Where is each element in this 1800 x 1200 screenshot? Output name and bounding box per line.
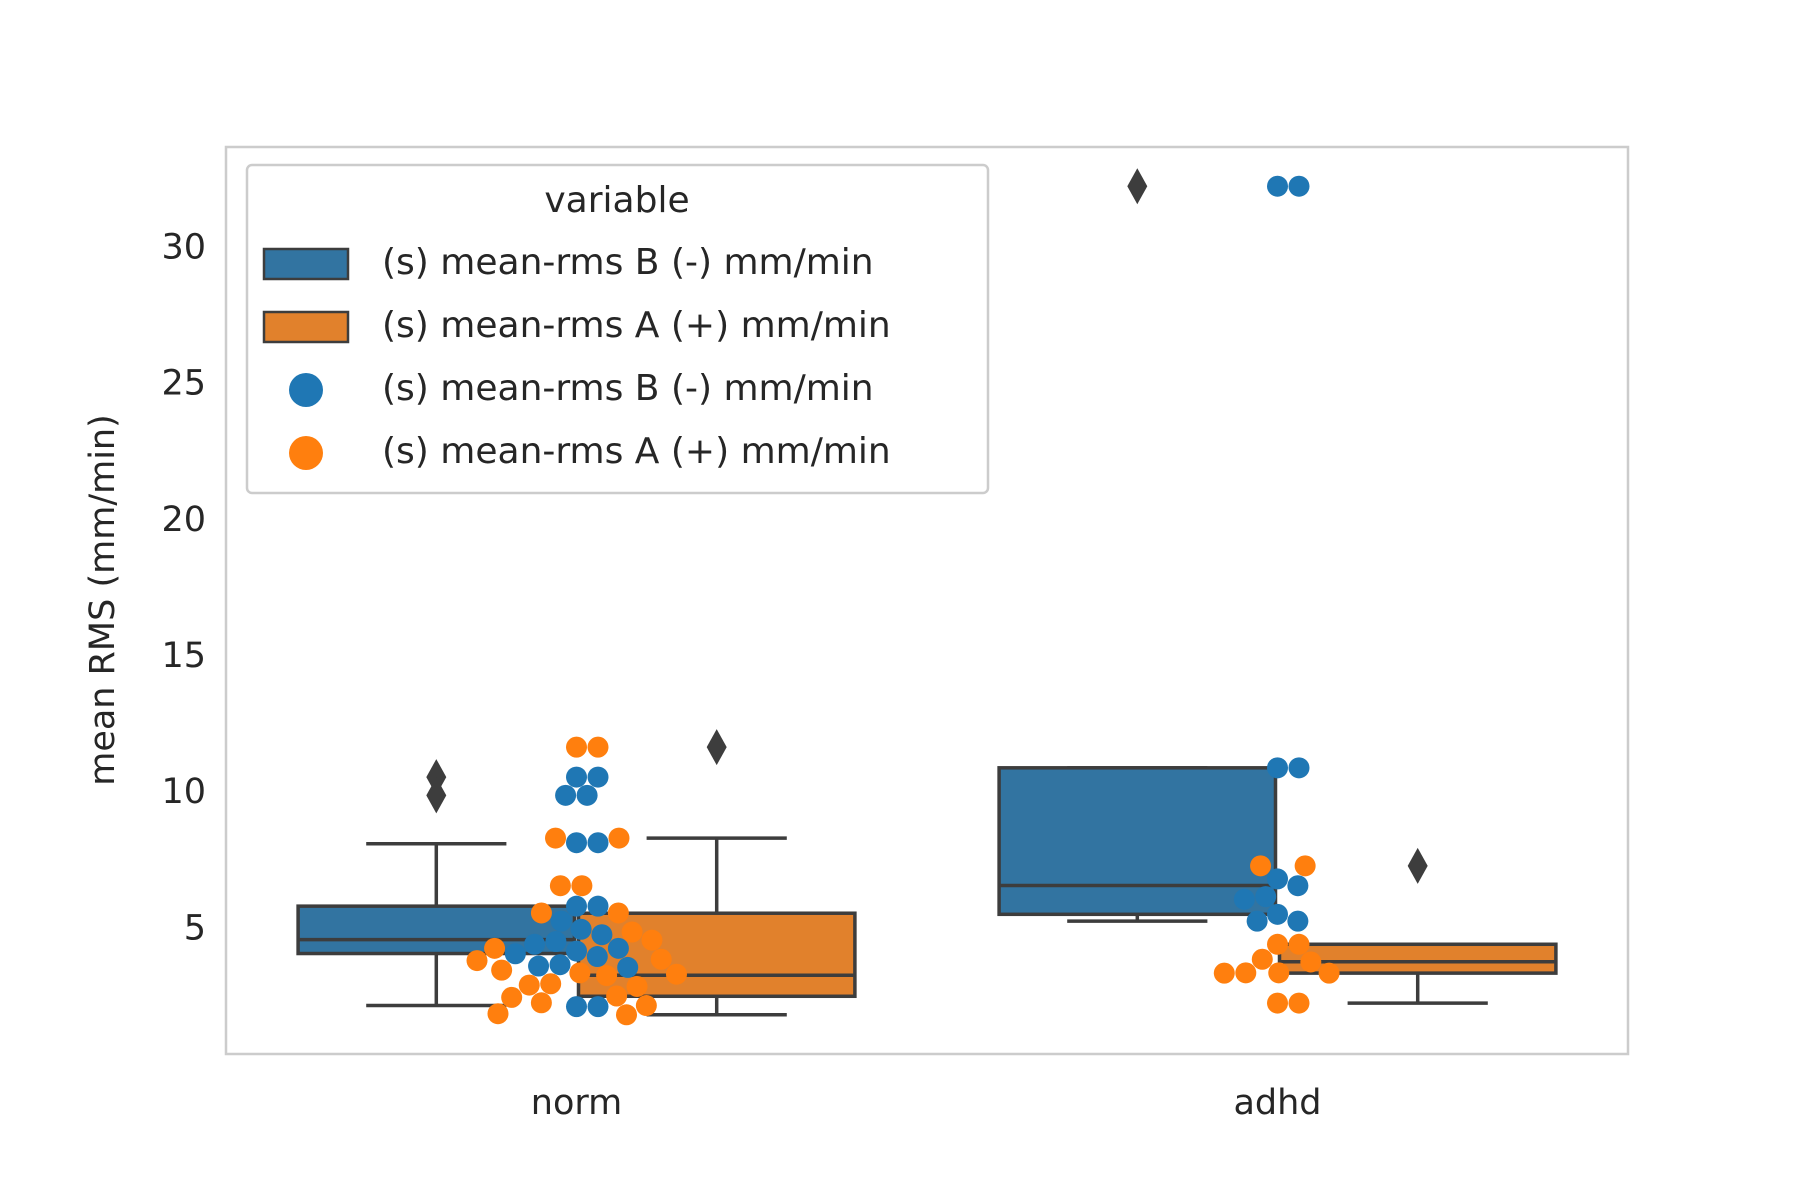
swarm-point: [1267, 868, 1288, 890]
swarm-point: [626, 975, 648, 997]
swarm-point: [570, 918, 592, 940]
y-tick-label: 10: [161, 772, 206, 812]
swarm-point: [1288, 757, 1310, 779]
legend-frame: [245, 163, 990, 495]
legend-label: (s) mean-rms A (+) mm/min: [382, 431, 891, 472]
box: [997, 766, 1278, 917]
swarm-point: [530, 902, 552, 924]
swarm-point: [1288, 992, 1310, 1014]
swarm-point: [596, 965, 618, 987]
legend-marker: [289, 373, 323, 407]
swarm-point: [566, 766, 587, 788]
swarm-point: [1294, 855, 1316, 877]
swarm-point: [1300, 951, 1322, 973]
swarm-point: [587, 766, 609, 788]
swarm-point: [1235, 962, 1257, 984]
y-tick-label: 15: [161, 636, 206, 676]
legend-label: (s) mean-rms B (-) mm/min: [382, 368, 874, 409]
swarm-point: [621, 921, 643, 943]
y-tick-label: 20: [161, 500, 206, 540]
y-tick-label: 5: [184, 908, 206, 948]
swarm-point: [576, 784, 598, 806]
outlier: [426, 777, 447, 814]
swarm-point: [571, 875, 593, 897]
swarm-point: [587, 895, 609, 917]
outlier: [426, 759, 447, 796]
swarm-point: [615, 1004, 637, 1026]
swarm-point: [566, 996, 587, 1018]
swarm-point: [504, 943, 526, 965]
swarm-point: [524, 933, 546, 955]
swarm-point: [1267, 933, 1288, 955]
swarm-point: [566, 895, 587, 917]
swarm-point: [566, 940, 587, 962]
swarm-point: [566, 736, 587, 758]
axes-frame: [224, 145, 1630, 1056]
swarm-point: [540, 973, 562, 995]
swarm-point: [1267, 175, 1288, 197]
swarm-point: [487, 1003, 509, 1025]
swarm-point: [1255, 886, 1277, 908]
swarm-point: [587, 832, 609, 854]
outlier: [1407, 847, 1428, 884]
swarm-point: [587, 736, 609, 758]
swarm-point: [1287, 910, 1309, 932]
legend-swatch: [262, 247, 350, 281]
swarm-point: [606, 985, 628, 1007]
swarm-point: [586, 946, 608, 968]
outlier: [706, 729, 727, 766]
swarm-point: [608, 827, 630, 849]
swarm-point: [1267, 992, 1288, 1014]
legend-swatch: [262, 310, 350, 344]
swarm-point: [1233, 888, 1255, 910]
swarm-point: [1246, 910, 1268, 932]
swarm-point: [549, 875, 571, 897]
legend: variable (s) mean-rms B (-) mm/min (s) mea…: [245, 163, 990, 495]
swarm-point: [549, 954, 571, 976]
swarm-point: [1287, 875, 1309, 897]
swarm-point: [484, 937, 506, 959]
swarm-point: [1288, 175, 1310, 197]
x-tick-label: norm: [531, 1083, 622, 1123]
swarm-point: [569, 962, 591, 984]
swarm-point: [566, 832, 587, 854]
swarm-point: [528, 955, 550, 977]
swarm-point: [1288, 933, 1310, 955]
legend-marker: [289, 436, 323, 470]
swarm-point: [518, 974, 540, 996]
swarm-point: [650, 948, 672, 970]
swarm-point: [545, 931, 567, 953]
swarm-point: [587, 996, 609, 1018]
swarm-point: [501, 986, 523, 1008]
swarm-point: [555, 784, 577, 806]
swarm-point: [530, 992, 552, 1014]
swarm-point: [591, 924, 613, 946]
swarm-point: [665, 963, 687, 985]
swarm-point: [641, 929, 663, 951]
swarm-point: [1267, 757, 1288, 779]
y-axis-label: mean RMS (mm/min): [83, 414, 123, 786]
legend-title: variable: [544, 180, 689, 221]
swarm-point: [607, 902, 629, 924]
swarm-point: [1250, 855, 1272, 877]
swarm-point: [550, 910, 572, 932]
y-tick-label: 25: [161, 364, 206, 404]
swarm-point: [1268, 962, 1290, 984]
swarm-point: [1267, 903, 1288, 925]
swarm-point: [545, 827, 567, 849]
y-tick-label: 30: [161, 228, 206, 268]
legend-label: (s) mean-rms A (+) mm/min: [382, 305, 891, 346]
swarm-point: [617, 956, 639, 978]
swarm-point: [607, 937, 629, 959]
outlier: [1127, 168, 1148, 205]
swarm-point: [1318, 962, 1340, 984]
swarm-point: [635, 995, 657, 1017]
legend-label: (s) mean-rms B (-) mm/min: [382, 242, 874, 283]
swarm-point: [466, 950, 488, 972]
swarm-point: [491, 959, 513, 981]
swarm-point: [1251, 948, 1273, 970]
x-tick-label: adhd: [1233, 1083, 1321, 1123]
swarm-point: [1213, 962, 1235, 984]
